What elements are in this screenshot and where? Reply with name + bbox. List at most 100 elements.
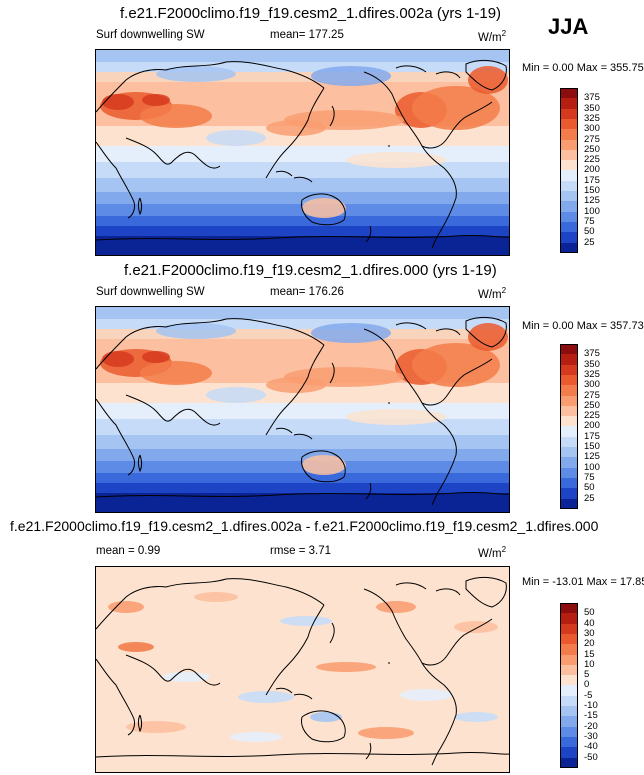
latitude-band	[96, 226, 509, 236]
coastline	[138, 454, 142, 473]
colorbar-tick-label: 100	[584, 205, 600, 217]
field-patch	[400, 689, 452, 701]
field-patch	[238, 691, 294, 703]
field-patch	[108, 601, 144, 613]
colorbar-swatch	[560, 447, 578, 458]
colorbar-tick-label: 300	[584, 123, 600, 135]
coastline	[435, 588, 461, 596]
colorbar-swatch	[560, 88, 578, 99]
latitude-band	[96, 383, 509, 403]
field-patch	[142, 94, 170, 106]
season-label: JJA	[548, 14, 589, 39]
coastline	[138, 714, 142, 733]
panel-3-rmse: rmse = 3.71	[270, 545, 332, 557]
field-patch	[266, 120, 326, 136]
colorbar-tick-label: 125	[584, 195, 600, 207]
colorbar-swatch	[560, 664, 578, 676]
coastline	[363, 588, 423, 664]
field-patch	[140, 361, 212, 385]
coastline	[96, 491, 509, 498]
colorbar-tick-label: 250	[584, 143, 600, 155]
latitude-band	[96, 236, 509, 255]
colorbar-tick-label: 275	[584, 133, 600, 145]
panel-2-mean: mean= 176.26	[270, 286, 344, 298]
colorbar-swatch	[560, 232, 578, 243]
coastline	[365, 225, 372, 243]
colorbar-tick-label: 125	[584, 451, 600, 463]
panel-3-mean: mean = 0.99	[96, 545, 161, 557]
colorbar-swatch	[560, 654, 578, 666]
colorbar-swatch	[560, 436, 578, 448]
latitude-band	[96, 435, 509, 449]
coastline	[363, 71, 423, 147]
colorbar-swatch	[560, 139, 578, 151]
colorbar-tick-label: 325	[584, 368, 600, 380]
colorbar-swatch	[560, 726, 578, 738]
field-patch	[346, 409, 446, 425]
panel-1-mean: mean= 177.25	[270, 29, 344, 41]
field-patch	[316, 662, 376, 672]
colorbar-swatch	[560, 477, 578, 489]
panel-2-title: f.e21.F2000climo.f19_f19.cesm2_1.dfires.…	[124, 262, 497, 279]
panel-2-colorbar: 375 350 325 300 275 250 225 200 175 150 125 100 75 50…	[560, 344, 620, 510]
coastline	[329, 622, 335, 644]
field-patch	[126, 721, 186, 733]
panel-2-map	[95, 306, 510, 513]
colorbar-swatch	[560, 633, 578, 645]
latitude-band	[96, 192, 509, 204]
coastline	[301, 450, 346, 483]
colorbar-swatch	[560, 623, 578, 635]
panel-1-minmax: Min = 0.00 Max = 355.75	[522, 62, 644, 74]
coastline	[301, 193, 346, 226]
coastline	[395, 582, 427, 590]
coastline	[365, 482, 372, 500]
colorbar-swatch	[560, 747, 578, 758]
latitude-band	[96, 50, 509, 62]
colorbar-swatch	[560, 149, 578, 161]
colorbar-tick-label: 325	[584, 112, 600, 124]
colorbar-tick-label: 0	[584, 679, 590, 691]
panel-2-units: W/m2	[478, 286, 507, 301]
colorbar-tick-label: 300	[584, 379, 600, 391]
coastline	[421, 101, 493, 149]
colorbar-tick-label: 250	[584, 399, 600, 411]
coastline	[435, 328, 461, 336]
colorbar-tick-label: 75	[584, 215, 595, 227]
panel-1-units: W/m2	[478, 29, 507, 44]
coastline	[96, 318, 325, 370]
panel-3-title: f.e21.F2000climo.f19_f19.cesm2_1.dfires.…	[10, 518, 599, 534]
panel-1-title: f.e21.F2000climo.f19_f19.cesm2_1.dfires.…	[120, 5, 502, 22]
latitude-band	[96, 126, 509, 146]
colorbar-swatch	[560, 242, 578, 254]
colorbar-swatch	[560, 695, 578, 707]
coastline	[293, 693, 313, 700]
field-patch	[311, 323, 391, 343]
colorbar-swatch	[560, 405, 578, 417]
coastline	[96, 61, 325, 113]
field-patch	[376, 601, 416, 613]
coastline	[96, 658, 135, 736]
colorbar-swatch	[560, 385, 578, 396]
panel-3-map	[95, 566, 510, 773]
coastline	[435, 71, 461, 79]
coastline	[329, 362, 335, 384]
coastline	[293, 433, 313, 440]
colorbar-swatch	[560, 170, 578, 182]
colorbar-tick-label: 225	[584, 410, 600, 422]
colorbar-tick-label: 350	[584, 358, 600, 370]
colorbar-swatch	[560, 467, 578, 479]
colorbar-swatch	[560, 374, 578, 386]
field-patch	[140, 104, 212, 128]
colorbar-swatch	[560, 613, 578, 625]
colorbar-tick-label: 5	[584, 669, 590, 681]
coastline	[275, 687, 293, 694]
panel-3-minmax: Min = -13.01 Max = 17.85	[522, 576, 644, 588]
colorbar-tick-label: 75	[584, 471, 595, 483]
coastline	[265, 344, 325, 436]
colorbar-tick-label: 375	[584, 348, 600, 360]
latitude-band	[96, 419, 509, 435]
latitude-band	[96, 72, 509, 82]
panel-2-minmax: Min = 0.00 Max = 357.73	[522, 320, 644, 332]
panel-1-colorbar: 375 350 325 300 275 250 225 200 175 150 125 100 75 50…	[560, 88, 620, 254]
panel-1-map	[95, 49, 510, 256]
